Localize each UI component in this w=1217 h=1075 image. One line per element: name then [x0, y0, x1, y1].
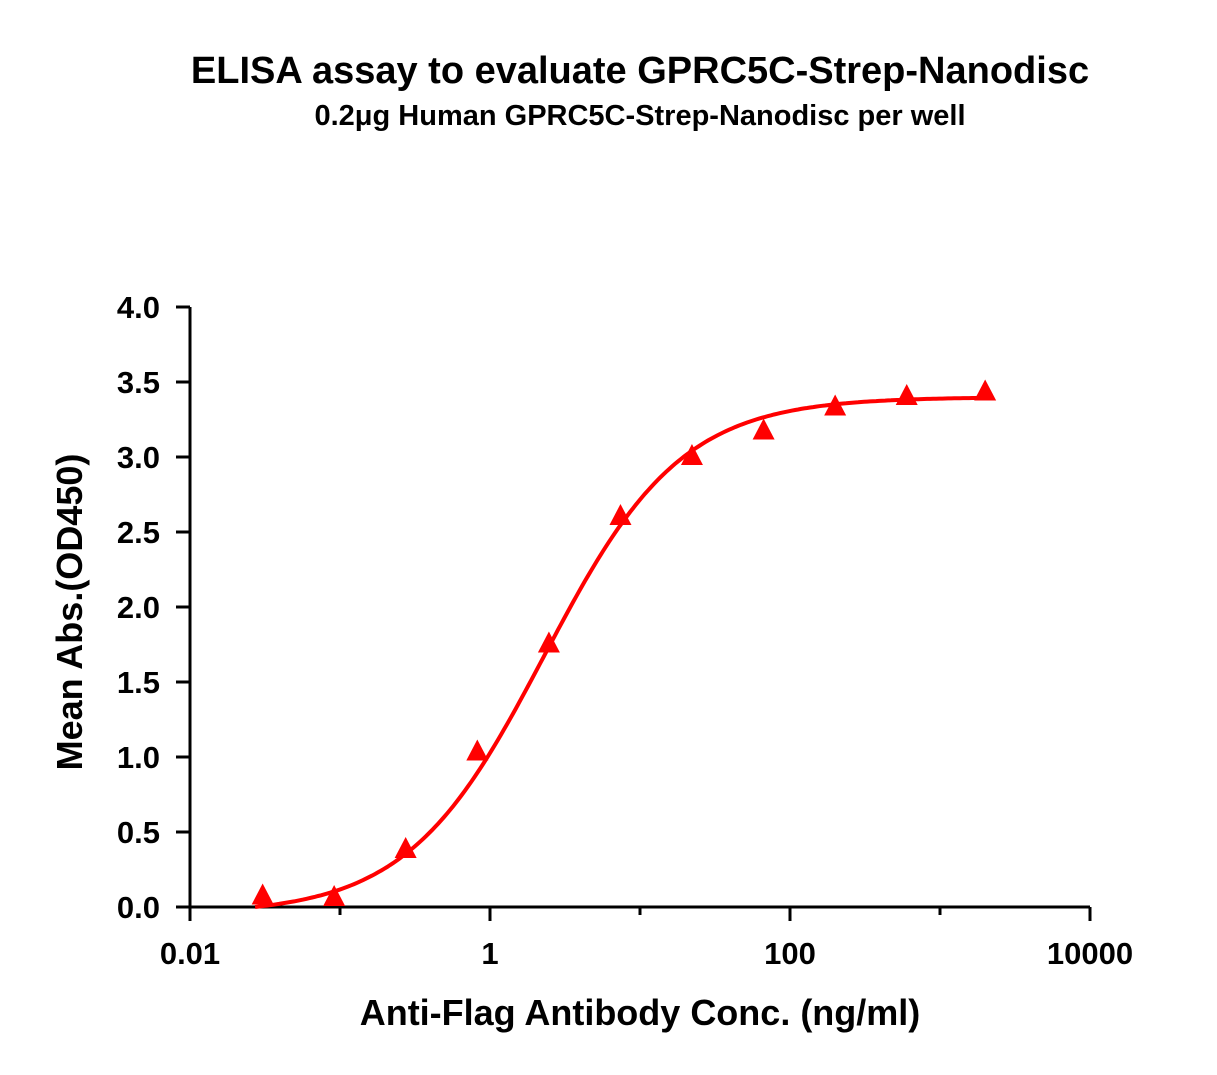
y-tick-label: 0.0	[117, 890, 160, 925]
y-tick-label: 3.5	[117, 365, 160, 400]
x-tick-label: 10000	[1047, 936, 1133, 971]
y-tick-label: 2.5	[117, 515, 160, 550]
y-tick-label: 1.5	[117, 665, 160, 700]
x-tick-label: 1	[481, 936, 498, 971]
chart-subtitle: 0.2μg Human GPRC5C-Strep-Nanodisc per we…	[314, 100, 966, 132]
chart-title: ELISA assay to evaluate GPRC5C-Strep-Nan…	[190, 50, 1090, 92]
data-point	[466, 739, 489, 761]
data-point	[537, 631, 560, 653]
data-point	[895, 384, 918, 405]
x-axis-label: Anti-Flag Antibody Conc. (ng/ml)	[360, 992, 921, 1033]
data-point	[680, 444, 703, 465]
x-tick-label: 0.01	[160, 936, 220, 971]
data-point	[824, 394, 847, 416]
data-point	[609, 504, 632, 525]
y-tick-label: 2.0	[117, 590, 160, 625]
y-tick-label: 0.5	[117, 815, 160, 850]
y-tick-label: 1.0	[117, 740, 160, 775]
y-tick-label: 4.0	[117, 290, 160, 325]
y-tick-label: 3.0	[117, 440, 160, 475]
fit-curve	[254, 395, 985, 909]
data-point	[974, 379, 997, 401]
data-point	[752, 418, 775, 440]
data-point	[323, 885, 346, 906]
data-point	[394, 837, 417, 858]
data-point	[251, 883, 274, 905]
x-tick-label: 100	[764, 936, 816, 971]
y-axis-label: Mean Abs.(OD450)	[49, 454, 90, 771]
